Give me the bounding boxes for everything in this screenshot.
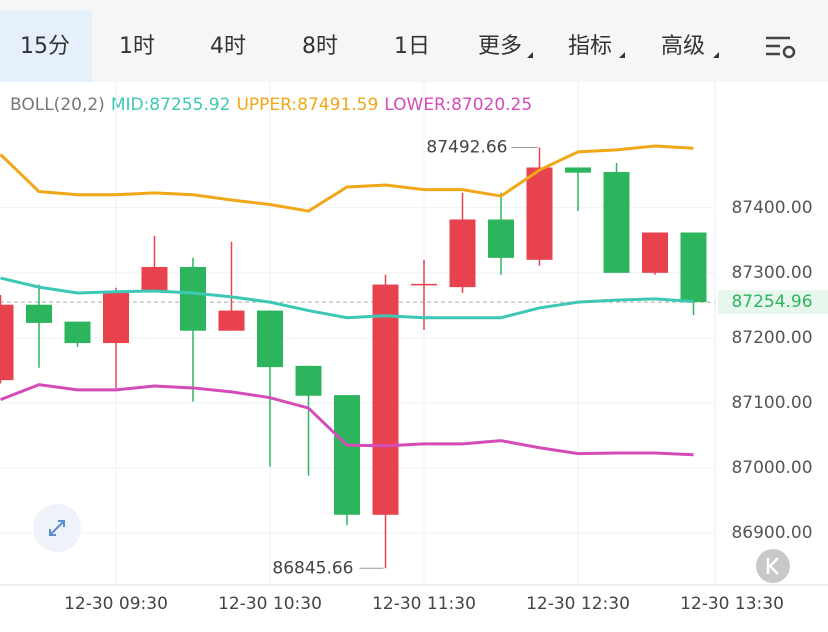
y-tick-label: 87300.00	[731, 263, 812, 283]
tab[interactable]: 高级	[661, 34, 705, 59]
tab[interactable]: 指标	[568, 34, 612, 59]
tab[interactable]: 更多	[478, 34, 522, 59]
tab[interactable]: 1时	[119, 34, 155, 59]
candle-body	[26, 304, 52, 323]
candle-body	[64, 321, 91, 344]
candle-body	[0, 304, 14, 381]
dropdown-arrows	[527, 52, 719, 58]
candle-body	[141, 266, 168, 292]
candle-body	[488, 219, 514, 258]
indicator-header: BOLL(20,2) MID:87255.92 UPPER:87491.59 LOWE…	[10, 95, 532, 115]
boll-line	[0, 383, 694, 457]
y-tick-label: 87000.00	[731, 458, 812, 478]
settings-icon[interactable]	[766, 36, 796, 59]
candle-body	[218, 310, 245, 331]
legend-upper: UPPER:87491.59	[236, 95, 378, 115]
y-tick-label: 87400.00	[731, 198, 812, 218]
x-tick-label: 12-30 09:30	[64, 594, 168, 614]
boll-line	[0, 276, 694, 320]
candle-body	[565, 167, 591, 173]
k-button[interactable]	[756, 549, 790, 583]
tabs: 15分 1时 4时 8时 1日 更多 指标 高级	[20, 34, 705, 59]
candle-body	[257, 310, 283, 368]
candle-body	[680, 232, 707, 303]
candle-body	[411, 283, 437, 286]
tab[interactable]: 1日	[394, 34, 430, 59]
tab[interactable]: 15分	[20, 34, 70, 59]
legend-mid: MID:87255.92	[111, 95, 231, 115]
tab[interactable]: 4时	[210, 34, 246, 59]
active-tab-bg	[0, 10, 92, 82]
tab[interactable]: 8时	[302, 34, 338, 59]
candle-body	[372, 284, 399, 515]
boll-line	[0, 144, 694, 213]
candle-body	[642, 232, 668, 273]
x-tick-label: 12-30 13:30	[680, 594, 784, 614]
candle-body	[334, 395, 360, 515]
x-tick-label: 12-30 10:30	[218, 594, 322, 614]
plot	[0, 144, 715, 569]
legend-lower: LOWER:87020.25	[384, 95, 532, 115]
y-tick-label: 86900.00	[731, 523, 812, 543]
x-tick-label: 12-30 11:30	[372, 594, 476, 614]
candle-body	[180, 266, 206, 331]
y-tick-label: 87200.00	[731, 328, 812, 348]
low-label: 86845.66	[272, 558, 353, 578]
candle-body	[103, 291, 129, 344]
x-tick-label: 12-30 12:30	[526, 594, 630, 614]
tab-bar	[0, 0, 828, 82]
candle-body	[295, 365, 322, 396]
last-price-bg	[718, 290, 828, 315]
candle-body	[526, 167, 553, 260]
candle-body	[603, 172, 630, 273]
expand-button[interactable]	[33, 504, 81, 552]
y-tick-label: 87100.00	[731, 393, 812, 413]
candle-body	[449, 219, 476, 288]
high-label: 87492.66	[426, 138, 507, 158]
indicator-name: BOLL(20,2)	[10, 95, 105, 115]
last-price-label: 87254.96	[731, 292, 812, 312]
axes: 86900.00 87000.00 87100.00 87200.00 87300.00…	[64, 138, 828, 614]
